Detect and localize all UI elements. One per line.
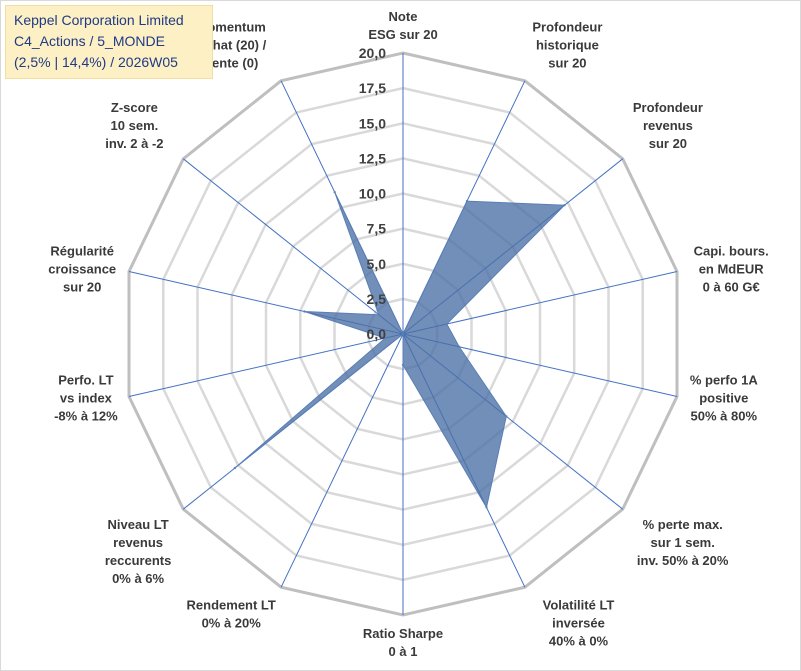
category-label: Momentum Achat (20) / Vente (0) [196,20,266,71]
series-point [377,313,380,316]
category-label: Profondeur revenus sur 20 [633,100,703,151]
category-label-line: Perfo. LT [58,372,113,387]
category-label-line: sur 20 [63,280,101,295]
category-label-line: 50% à 80% [691,408,758,423]
category-label-line: Momentum [197,20,266,35]
category-label-line: en MdEUR [699,262,765,277]
tick-label: 7,5 [367,221,387,237]
category-label-line: 0 à 1 [389,644,418,659]
category-label-line: 40% à 0% [549,633,609,648]
category-label: Niveau LT revenus reccurents 0% à 6% [105,517,171,586]
series-point [401,363,405,367]
category-label: Capi. bours. en MdEUR 0 à 60 G€ [694,244,769,295]
chart-title-box: Keppel Corporation Limited C4_Actions / … [5,5,213,79]
category-label: Perfo. LT vs index -8% à 12% [54,372,118,423]
category-label-line: 0 à 60 G€ [703,280,760,295]
category-label-line: ESG sur 20 [368,27,437,42]
tick-label: 5,0 [367,256,387,272]
title-line-period: (2,5% | 14,4%) / 2026W05 [14,54,178,70]
category-label-line: % perte max. [643,517,723,532]
category-label-line: revenus [643,118,693,133]
series-point [233,466,237,470]
category-label-line: Rendement LT [187,597,276,612]
category-label-line: revenus [113,535,163,550]
category-label-line: sur 1 sem. [651,535,715,550]
category-label-line: Vente (0) [204,56,258,71]
spoke-line [280,333,404,588]
tick-label: 2,5 [367,291,387,307]
category-label: % perte max. sur 1 sem. inv. 50% à 20% [637,517,729,568]
category-label-line: sur 20 [649,136,687,151]
radar-category-labels: Note ESG sur 20 Profondeur historique sur 20… [48,9,769,659]
category-label-line: 0% à 20% [202,615,262,630]
spoke-line [402,271,678,335]
title-line-category: C4_Actions / 5_MONDE [14,33,165,49]
tick-label: 20,0 [359,45,386,61]
spoke-line [182,158,404,335]
category-label-line: Régularité [50,244,114,259]
series-point [333,191,336,194]
category-label-line: inv. 2 à -2 [105,136,163,151]
tick-label: 12,5 [359,150,386,166]
category-label-line: Niveau LT [108,517,169,532]
series-point [505,415,508,418]
category-label-line: positive [699,390,748,405]
category-label-line: Note [389,9,418,24]
tick-label: 15,0 [359,115,386,131]
category-label-line: Profondeur [633,100,703,115]
series-point [401,332,405,336]
category-label: Régularité croissance sur 20 [48,244,116,295]
category-label-line: 0% à 6% [112,571,164,586]
category-label-line: reccurents [105,553,171,568]
category-label-line: -8% à 12% [54,408,118,423]
category-label-line: Achat (20) / [196,38,266,53]
title-line-company: Keppel Corporation Limited [14,12,184,28]
category-label: Ratio Sharpe 0 à 1 [363,626,443,659]
radar-series [233,191,566,509]
series-point [384,336,387,340]
series-point [563,204,566,207]
category-label-line: Profondeur [532,20,602,35]
series-point [465,199,469,203]
category-label: Volatilité LT inversée 40% à 0% [543,597,615,648]
category-label-line: sur 20 [548,56,586,71]
spoke-line [128,333,404,397]
series-point [485,506,488,509]
series-point [445,322,448,326]
category-label-line: % perfo 1A [690,372,759,387]
category-label-line: Capi. bours. [694,244,769,259]
category-label: Note ESG sur 20 [368,9,437,42]
category-label-line: inv. 50% à 20% [637,553,729,568]
radar-tick-labels: 0,0 2,5 5,0 7,5 10,0 12,5 15,0 17,5 20,0 [359,45,386,342]
category-label-line: historique [536,38,599,53]
category-label: Rendement LT 0% à 20% [187,597,276,630]
series-point [303,310,306,313]
tick-label: 10,0 [359,186,386,202]
category-label-line: Z-score [111,100,158,115]
category-label: % perfo 1A positive 50% à 80% [690,372,759,423]
category-label: Profondeur historique sur 20 [532,20,602,71]
category-label-line: 10 sem. [111,118,159,133]
tick-label: 17,5 [359,80,386,96]
category-label-line: vs index [60,390,113,405]
category-label-line: inversée [552,615,605,630]
series-point [458,345,461,348]
category-label-line: Volatilité LT [543,597,615,612]
category-label: Z-score 10 sem. inv. 2 à -2 [105,100,163,151]
category-label-line: Ratio Sharpe [363,626,443,641]
category-label-line: croissance [48,262,116,277]
tick-label: 0,0 [367,326,387,342]
